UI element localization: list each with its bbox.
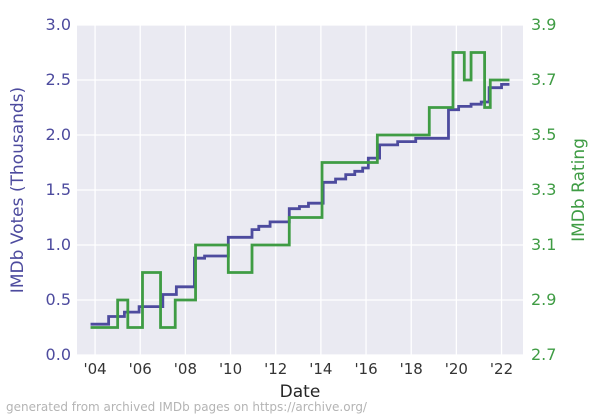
data-lines (90, 51, 510, 329)
y-axis-left-tick-label: 2.0 (45, 125, 71, 144)
y-axis-left-tick-label: 3.0 (45, 15, 71, 34)
y-axis-left-tick-label: 2.5 (45, 70, 71, 89)
y-axis-left-label: IMDb Votes (Thousands) (8, 86, 28, 294)
x-axis-tick-label: '12 (264, 360, 288, 378)
y-axis-left-tick-label: 0.0 (45, 345, 71, 364)
x-axis-tick-label: '22 (489, 360, 514, 378)
y-axis-right-tick-label: 3.7 (531, 70, 557, 89)
x-axis-tick-label: '18 (399, 360, 423, 378)
y-axis-right-tick-label: 3.5 (531, 125, 557, 144)
votes-line (90, 83, 510, 326)
x-axis-label: Date (279, 382, 321, 402)
x-axis-tick-label: '06 (128, 360, 152, 378)
y-axis-left-tick-label: 1.5 (45, 180, 71, 199)
y-axis-left-tick-label: 1.0 (45, 235, 71, 254)
plot-area (77, 25, 523, 355)
chart-canvas (77, 25, 523, 355)
rating-line (90, 51, 510, 329)
y-axis-right-tick-label: 3.1 (531, 235, 557, 254)
x-axis-tick-label: '14 (309, 360, 333, 378)
y-axis-right-tick-label: 3.3 (531, 180, 557, 199)
x-axis-tick-label: '04 (83, 360, 107, 378)
y-axis-right-tick-label: 2.7 (531, 345, 557, 364)
x-axis-tick-label: '08 (173, 360, 197, 378)
y-axis-right-tick-label: 3.9 (531, 15, 557, 34)
y-axis-right-label: IMDb Rating (569, 138, 589, 242)
y-axis-left-tick-label: 0.5 (45, 290, 71, 309)
source-caption: generated from archived IMDb pages on ht… (6, 400, 367, 414)
y-axis-right-tick-label: 2.9 (531, 290, 557, 309)
x-axis-tick-label: '10 (218, 360, 243, 378)
x-axis-tick-label: '16 (354, 360, 378, 378)
x-axis-tick-label: '20 (444, 360, 468, 378)
